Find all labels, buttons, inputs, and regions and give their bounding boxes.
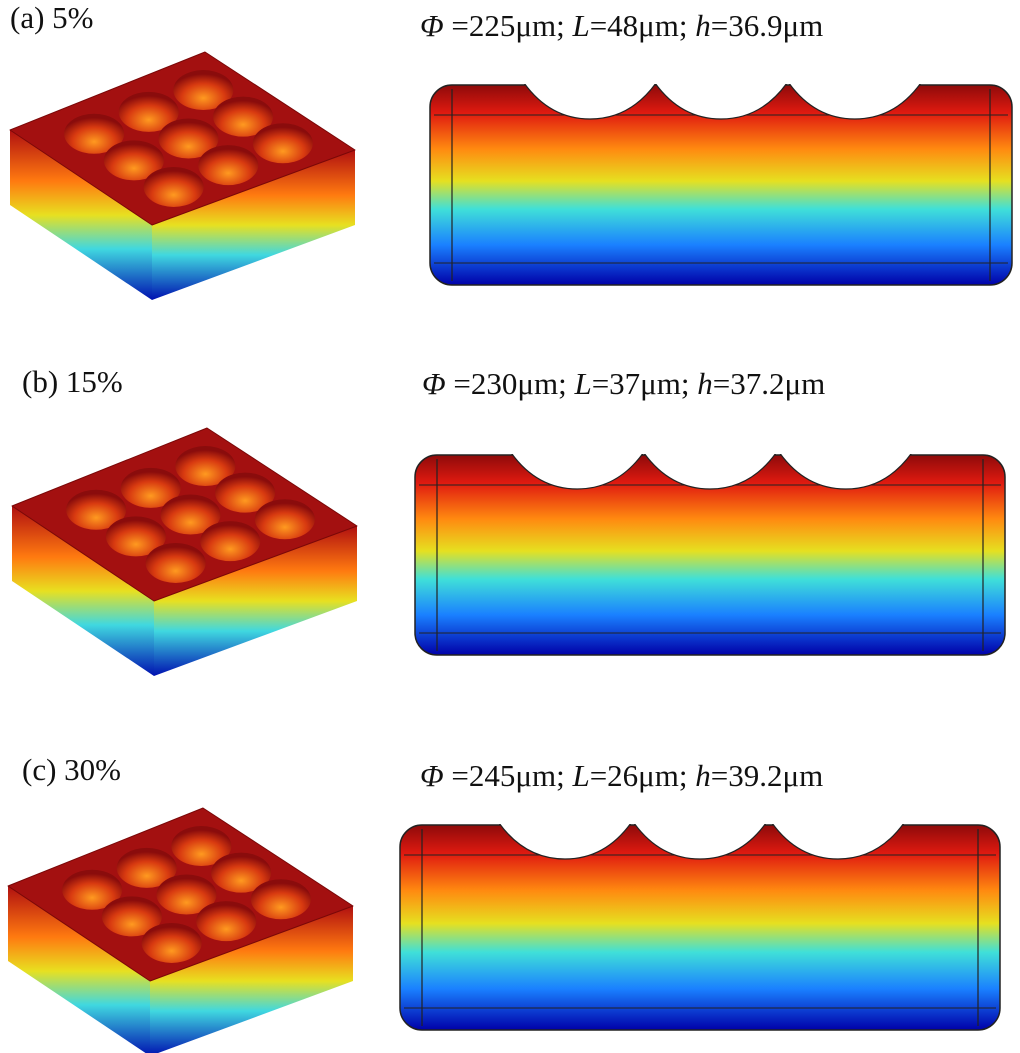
scallop [787, 82, 923, 120]
dimple [141, 922, 202, 963]
symbol: h [695, 8, 711, 43]
dimple [118, 91, 179, 132]
dimple [66, 489, 127, 530]
cross-section [414, 451, 1006, 656]
scallop [642, 452, 778, 490]
dimple [175, 446, 236, 487]
scallop [653, 82, 789, 120]
parameters: Φ =230μm; L=37μm; h=37.2μm [422, 366, 825, 401]
param-value: =230μm; [446, 366, 575, 401]
dimple [171, 826, 232, 867]
param-value: =36.9μm [711, 8, 823, 43]
dimple [250, 879, 311, 920]
dimple [101, 896, 162, 937]
symbol: L [571, 758, 589, 793]
dimple [211, 852, 272, 893]
symbol: Φ [420, 758, 444, 793]
dimple [105, 516, 166, 557]
dimple [215, 472, 276, 513]
block-left-face [12, 506, 154, 676]
dimple [160, 494, 221, 535]
cross-section [429, 81, 1013, 286]
dimple [64, 113, 125, 154]
block-3d [9, 51, 356, 300]
parameters: Φ =225μm; L=48μm; h=36.9μm [420, 8, 823, 43]
block-right-face [152, 150, 355, 300]
param-value: =26μm; [590, 758, 696, 793]
block-3d [11, 427, 358, 676]
param-value: =39.2μm [711, 758, 823, 793]
symbol: h [695, 758, 711, 793]
scallop [778, 452, 913, 490]
param-value: =225μm; [444, 8, 573, 43]
param-value: =37.2μm [713, 366, 825, 401]
dimple [143, 166, 204, 207]
dimple [252, 123, 313, 164]
scallop [770, 822, 906, 860]
dimple [145, 542, 206, 583]
symbol: Φ [420, 8, 444, 43]
dimple [173, 70, 234, 111]
cross-section [399, 821, 1001, 1031]
scallop [632, 822, 768, 860]
block-left-face [10, 130, 152, 300]
dimple [120, 467, 181, 508]
dimple [158, 118, 219, 159]
panel-label: (a) 5% [10, 0, 93, 35]
param-value: =245μm; [444, 758, 573, 793]
scallop [510, 452, 645, 490]
symbol: h [697, 366, 713, 401]
panel-label: (b) 15% [22, 364, 123, 399]
param-value: =37μm; [592, 366, 698, 401]
block-right-face [150, 906, 353, 1053]
top-mask [480, 821, 920, 824]
symbol: L [571, 8, 589, 43]
dimple [196, 901, 257, 942]
symbol: L [573, 366, 591, 401]
scallop [497, 822, 633, 860]
dimple [213, 96, 274, 137]
block-right-face [154, 526, 357, 676]
top-mask [495, 451, 925, 454]
symbol: Φ [422, 366, 446, 401]
scallop [522, 82, 658, 120]
top-mask [510, 81, 932, 84]
dimple [156, 874, 217, 915]
block-3d [7, 807, 354, 1053]
parameters: Φ =245μm; L=26μm; h=39.2μm [420, 758, 823, 793]
dimple [254, 499, 315, 540]
dimple [103, 140, 164, 181]
dimple [62, 869, 123, 910]
dimple [198, 145, 259, 186]
param-value: =48μm; [590, 8, 696, 43]
block-left-face [8, 886, 150, 1053]
panel-label: (c) 30% [22, 752, 121, 787]
dimple [200, 521, 261, 562]
dimple [116, 847, 177, 888]
